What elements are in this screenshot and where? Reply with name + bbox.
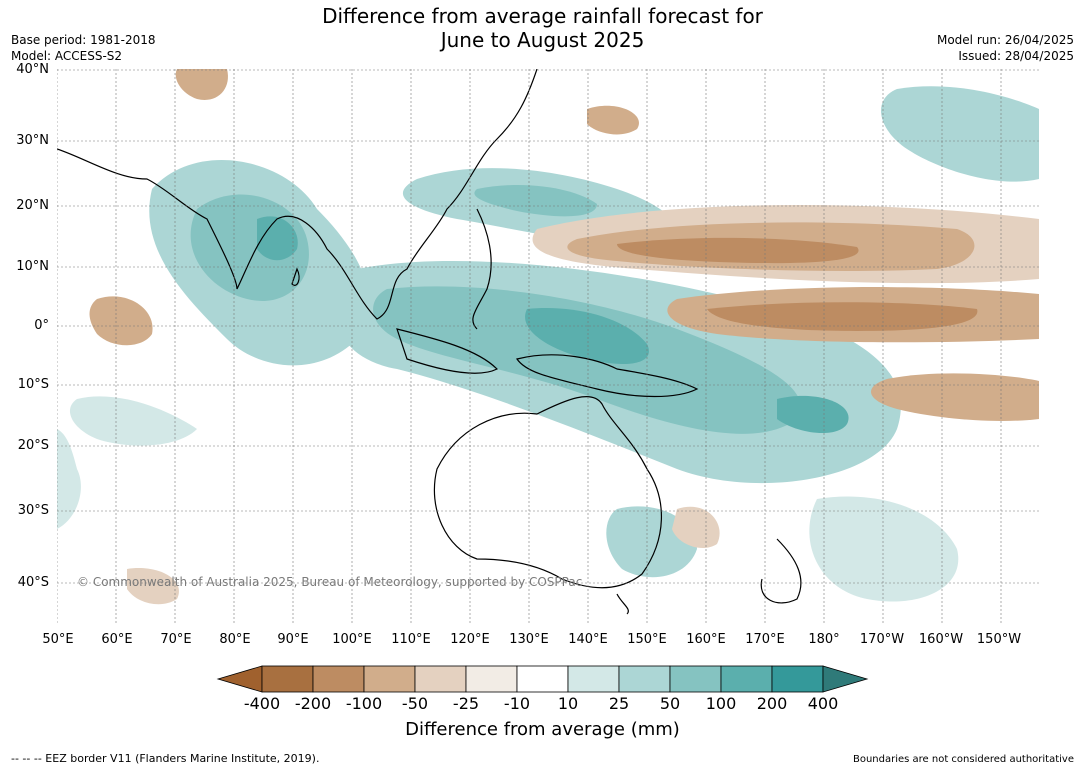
sumatra-borneo-coast	[396, 328, 499, 374]
wet-anomaly-shading	[57, 86, 1039, 602]
colorbar	[216, 665, 869, 693]
lon-label-170w: 170°W	[859, 632, 905, 647]
lat-label-10s: 10°S	[17, 377, 49, 392]
lat-label-20n: 20°N	[16, 198, 49, 213]
lon-label-90e: 90°E	[277, 632, 309, 647]
lon-label-50e: 50°E	[42, 632, 74, 647]
colorbar-segment	[720, 665, 773, 693]
lon-label-150e: 150°E	[627, 632, 667, 647]
colorbar-tick: -50	[401, 694, 429, 713]
colorbar-segment	[261, 665, 314, 693]
model-run: Model run: 26/04/2025	[936, 33, 1074, 47]
lon-label-150w: 150°W	[976, 632, 1022, 647]
colorbar-extend-low	[216, 665, 263, 693]
colorbar-tick: -10	[503, 694, 531, 713]
lat-label-0: 0°	[34, 318, 49, 333]
lon-label-100e: 100°E	[332, 632, 372, 647]
lon-label-170e: 170°E	[745, 632, 785, 647]
colorbar-segment	[567, 665, 620, 693]
colorbar-segment	[465, 665, 518, 693]
title-line-2: June to August 2025	[440, 28, 645, 52]
sri-lanka-coast	[291, 267, 300, 286]
map-title: Difference from average rainfall forecas…	[0, 4, 1085, 52]
lon-label-80e: 80°E	[219, 632, 251, 647]
asia-coast	[57, 69, 538, 320]
lat-label-40s: 40°S	[17, 575, 49, 590]
model-name: Model: ACCESS-S2	[11, 49, 123, 63]
lon-label-140e: 140°E	[568, 632, 608, 647]
lat-label-10n: 10°N	[16, 259, 49, 274]
meta-left: Base period: 1981-2018 Model: ACCESS-S2	[11, 32, 156, 64]
colorbar-tick: -25	[452, 694, 480, 713]
lon-label-130e: 130°E	[509, 632, 549, 647]
colorbar-tick: 400	[807, 694, 839, 713]
colorbar-tick: 200	[756, 694, 788, 713]
lon-label-180: 180°	[808, 632, 840, 647]
colorbar-tick: 100	[705, 694, 737, 713]
lon-label-110e: 110°E	[391, 632, 431, 647]
colorbar-segment	[618, 665, 671, 693]
map-canvas	[57, 69, 1039, 625]
rainfall-map	[57, 69, 1039, 625]
lon-label-60e: 60°E	[101, 632, 133, 647]
colorbar-label: Difference from average (mm)	[405, 719, 680, 740]
colorbar-tick: 25	[608, 694, 630, 713]
colorbar-extend-high	[822, 665, 869, 693]
graticule	[57, 69, 1039, 625]
colorbar-tick: -200	[294, 694, 332, 713]
eez-border-note: -- -- -- EEZ border V11 (Flanders Marine…	[11, 752, 320, 765]
new-guinea-coast	[516, 354, 699, 398]
coastlines	[57, 69, 802, 615]
lat-label-40n: 40°N	[16, 62, 49, 77]
colorbar-tick: 50	[659, 694, 681, 713]
issued-date: Issued: 28/04/2025	[958, 49, 1074, 63]
new-zealand-coast	[760, 538, 802, 604]
lon-label-70e: 70°E	[160, 632, 192, 647]
philippines-coast	[472, 208, 492, 330]
colorbar-segment	[669, 665, 722, 693]
colorbar-segment	[312, 665, 365, 693]
tasmania-coast	[616, 593, 629, 615]
australia-coast	[433, 395, 663, 589]
colorbar-segment	[516, 665, 569, 693]
colorbar-tick: 10	[557, 694, 579, 713]
title-line-1: Difference from average rainfall forecas…	[322, 4, 763, 28]
meta-right: Model run: 26/04/2025 Issued: 28/04/2025	[937, 32, 1074, 64]
colorbar-segment	[363, 665, 416, 693]
lat-label-30s: 30°S	[17, 503, 49, 518]
boundary-disclaimer: Boundaries are not considered authoritat…	[852, 754, 1074, 765]
base-period: Base period: 1981-2018	[11, 33, 156, 47]
colorbar-tick: -400	[243, 694, 281, 713]
lon-label-120e: 120°E	[450, 632, 490, 647]
copyright-notice: © Commonwealth of Australia 2025, Bureau…	[77, 575, 583, 589]
colorbar-segment	[771, 665, 824, 693]
lat-label-20s: 20°S	[17, 438, 49, 453]
lon-label-160w: 160°W	[918, 632, 964, 647]
colorbar-tick: -100	[345, 694, 383, 713]
lon-label-160e: 160°E	[686, 632, 726, 647]
colorbar-segment	[414, 665, 467, 693]
dry-anomaly-shading	[89, 69, 1039, 605]
lat-label-30n: 30°N	[16, 133, 49, 148]
